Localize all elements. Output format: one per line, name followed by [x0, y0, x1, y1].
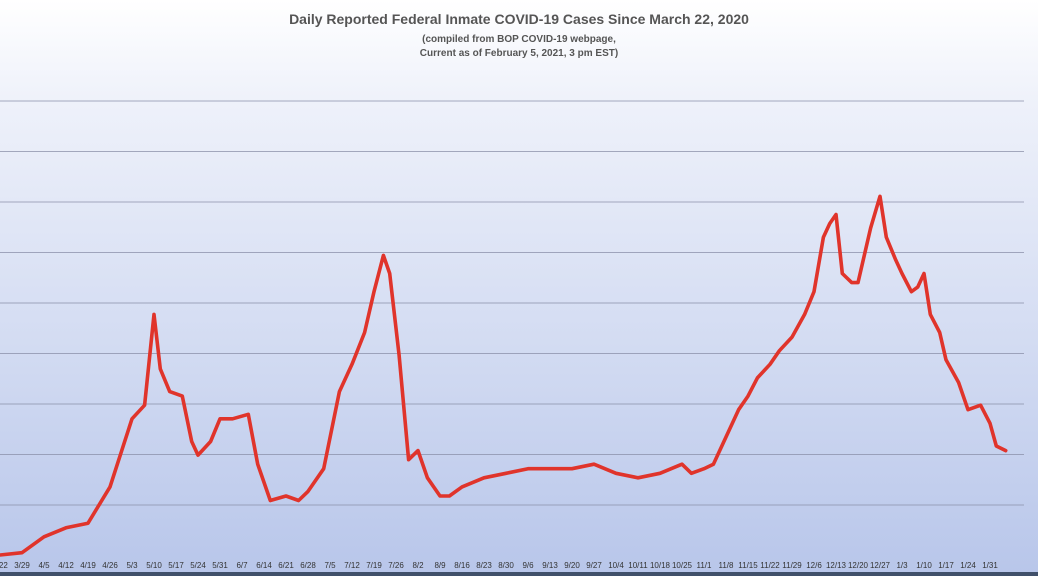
- x-tick-label: 8/16: [454, 561, 470, 570]
- x-tick-label: 10/18: [650, 561, 671, 570]
- x-tick-label: 5/24: [190, 561, 206, 570]
- x-tick-label: 1/17: [938, 561, 954, 570]
- x-tick-label: 5/17: [168, 561, 184, 570]
- x-tick-label: 8/23: [476, 561, 492, 570]
- x-tick-label: 10/11: [628, 561, 648, 570]
- x-tick-label: 10/4: [608, 561, 624, 570]
- x-tick-label: 12/27: [870, 561, 891, 570]
- series-line: [0, 194, 1008, 557]
- x-tick-label: 7/5: [324, 561, 336, 570]
- x-tick-label: 12/6: [806, 561, 822, 570]
- x-tick-label: 11/15: [738, 561, 758, 570]
- x-tick-label: 8/9: [434, 561, 446, 570]
- x-tick-label: 12/20: [848, 561, 869, 570]
- x-tick-label: 11/8: [719, 561, 735, 570]
- x-tick-label: 1/24: [960, 561, 976, 570]
- x-tick-label: 7/12: [344, 561, 360, 570]
- x-tick-label: 4/19: [80, 561, 96, 570]
- x-tick-label: 3/29: [14, 561, 30, 570]
- x-tick-label: 4/12: [58, 561, 74, 570]
- x-tick-label: 9/20: [564, 561, 580, 570]
- x-tick-label: 1/10: [916, 561, 932, 570]
- x-tick-label: 5/3: [126, 561, 138, 570]
- x-tick-label: 6/28: [300, 561, 316, 570]
- chart-title: Daily Reported Federal Inmate COVID-19 C…: [289, 11, 749, 27]
- x-tick-label: 5/31: [212, 561, 228, 570]
- x-tick-label: 10/25: [672, 561, 693, 570]
- x-tick-label: 3/22: [0, 561, 8, 570]
- x-tick-label: 11/22: [760, 561, 780, 570]
- gridlines: [0, 100, 1024, 506]
- x-tick-label: 8/2: [412, 561, 424, 570]
- x-tick-label: 6/14: [256, 561, 272, 570]
- x-tick-label: 6/21: [278, 561, 294, 570]
- chart-subtitle-line-1: (compiled from BOP COVID-19 webpage,: [422, 34, 616, 45]
- x-tick-label: 9/13: [542, 561, 558, 570]
- x-tick-label: 7/19: [366, 561, 382, 570]
- x-tick-label: 4/5: [38, 561, 50, 570]
- x-tick-label: 8/30: [498, 561, 514, 570]
- x-tick-label: 6/7: [236, 561, 248, 570]
- x-tick-label: 12/13: [826, 561, 847, 570]
- x-tick-label: 5/10: [146, 561, 162, 570]
- x-axis-tick-labels: 3/22 3/29 4/5 4/12 4/19 4/26 5/3 5/10 5/17 5/24 5/…: [0, 561, 998, 570]
- x-tick-label: 1/3: [896, 561, 908, 570]
- chart-subtitle-line-2: Current as of February 5, 2021, 3 pm EST…: [420, 48, 618, 59]
- x-tick-label: 1/31: [982, 561, 998, 570]
- x-tick-label: 4/26: [102, 561, 118, 570]
- bottom-band: [0, 572, 1038, 576]
- x-tick-label: 9/6: [522, 561, 534, 570]
- x-tick-label: 7/26: [388, 561, 404, 570]
- x-tick-label: 9/27: [586, 561, 602, 570]
- x-tick-label: 11/29: [782, 561, 802, 570]
- x-tick-label: 11/1: [697, 561, 713, 570]
